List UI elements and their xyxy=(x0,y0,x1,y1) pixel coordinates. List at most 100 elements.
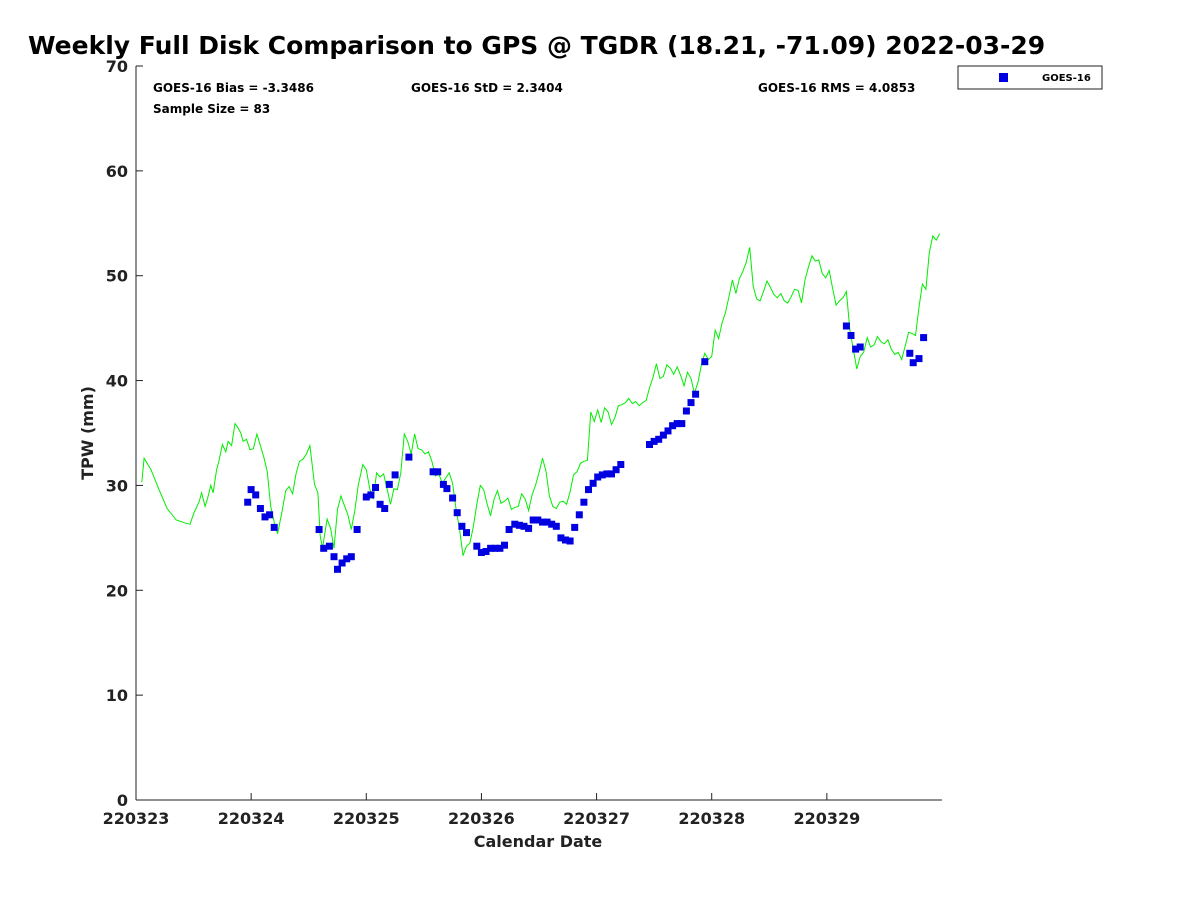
goes-16-point xyxy=(491,544,499,552)
goes-16-point xyxy=(372,484,379,491)
goes-16-point xyxy=(473,542,481,550)
goes-16-point xyxy=(511,520,519,528)
x-tick-label: 220323 xyxy=(103,809,170,828)
goes-16-point xyxy=(548,520,556,528)
goes-16-point xyxy=(915,355,923,363)
goes-16-point xyxy=(320,544,328,552)
goes-16-point xyxy=(315,526,323,533)
goes-16-point xyxy=(367,491,375,499)
goes-16-point xyxy=(842,322,850,330)
goes-16-point xyxy=(270,523,278,531)
goes-16-point xyxy=(543,518,551,526)
goes-16-point xyxy=(477,549,485,556)
goes-16-point xyxy=(453,509,461,517)
goes-16-point xyxy=(575,511,583,519)
goes-16-point xyxy=(692,390,700,398)
bias-stat: GOES-16 Bias = -3.3486 xyxy=(153,81,314,95)
goes-16-point xyxy=(585,486,592,494)
goes-16-point xyxy=(920,334,928,342)
goes-16-point xyxy=(539,518,546,526)
goes-16-point xyxy=(589,479,597,487)
goes-16-point xyxy=(856,343,864,351)
y-axis-ticks: 0 10 20 30 40 50 60 70 xyxy=(106,57,143,810)
y-tick-label: 70 xyxy=(106,57,128,76)
y-axis-label: TPW (mm) xyxy=(78,386,97,480)
gps-series-line xyxy=(141,233,941,556)
goes-16-point xyxy=(343,555,351,563)
rms-stat: GOES-16 RMS = 4.0853 xyxy=(758,81,915,95)
goes-16-point xyxy=(501,541,508,549)
goes-16-point xyxy=(646,441,653,448)
goes-16-point xyxy=(562,536,569,544)
y-tick-label: 40 xyxy=(106,372,128,391)
goes-16-point xyxy=(664,427,672,435)
goes-16-point xyxy=(381,505,389,512)
legend-goes-16-marker xyxy=(999,73,1008,82)
goes-16-point xyxy=(534,516,542,524)
goes-16-point xyxy=(266,511,274,519)
x-axis-ticks: 220323 220324 220325 220326 220327 220328 2203… xyxy=(103,793,860,828)
goes-16-point xyxy=(482,548,490,555)
sample-size-stat: Sample Size = 83 xyxy=(153,102,270,116)
goes-16-point xyxy=(552,522,560,530)
x-axis-label: Calendar Date xyxy=(474,832,603,851)
goes-16-point xyxy=(594,473,602,481)
goes-16-point xyxy=(330,553,338,561)
goes-16-point xyxy=(434,468,442,476)
goes-16-point xyxy=(496,544,504,552)
x-tick-label: 220329 xyxy=(793,809,860,828)
goes-16-point xyxy=(252,491,260,499)
legend: GOES-16 xyxy=(957,65,1103,90)
goes-16-point xyxy=(338,559,346,567)
goes-16-point xyxy=(391,471,399,479)
goes-16-point xyxy=(443,485,451,493)
goes-16-point xyxy=(505,526,513,533)
goes-16-point xyxy=(347,553,355,561)
goes-16-point xyxy=(515,521,523,529)
goes-16-point xyxy=(673,420,681,428)
goes-16-point xyxy=(701,358,709,366)
goes-16-point xyxy=(487,544,495,552)
goes-16-point xyxy=(612,466,620,474)
goes-16-point xyxy=(617,461,625,468)
goes-16-point xyxy=(847,332,855,339)
x-tick-label: 220325 xyxy=(333,809,400,828)
goes-16-point xyxy=(852,345,860,353)
goes-16-point xyxy=(906,349,914,357)
legend-box xyxy=(957,65,1103,90)
goes-16-point xyxy=(325,542,333,550)
goes-16-point xyxy=(603,470,611,478)
goes-16-point xyxy=(682,407,690,415)
goes-16-point xyxy=(580,498,588,506)
goes-16-point xyxy=(650,437,658,445)
goes-16-point xyxy=(655,435,663,443)
y-tick-label: 0 xyxy=(117,791,128,810)
goes-16-point xyxy=(687,399,695,407)
goes-16-point xyxy=(458,522,466,530)
gps-series xyxy=(141,233,941,556)
goes-16-point xyxy=(385,480,393,488)
goes-16-point xyxy=(566,537,574,545)
x-tick-label: 220326 xyxy=(448,809,515,828)
x-tick-label: 220327 xyxy=(563,809,630,828)
goes-16-point xyxy=(678,420,686,428)
y-tick-label: 30 xyxy=(106,476,128,495)
goes-16-series xyxy=(244,322,928,573)
goes-16-point xyxy=(463,529,470,537)
std-stat: GOES-16 StD = 2.3404 xyxy=(411,81,563,95)
goes-16-point xyxy=(376,500,384,508)
x-tick-label: 220324 xyxy=(218,809,285,828)
goes-16-point xyxy=(405,453,413,461)
goes-16-point xyxy=(571,523,579,531)
goes-16-point xyxy=(244,498,252,506)
goes-16-point xyxy=(247,486,255,494)
x-tick-label: 220328 xyxy=(678,809,745,828)
goes-16-point xyxy=(362,493,370,501)
legend-goes-16-label: GOES-16 xyxy=(1042,73,1091,84)
goes-16-point xyxy=(353,526,361,533)
goes-16-point xyxy=(261,513,269,521)
goes-16-point xyxy=(520,522,528,530)
goes-16-point xyxy=(598,471,606,479)
